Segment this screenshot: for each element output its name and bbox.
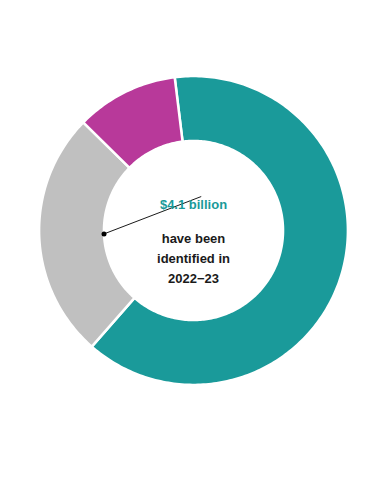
svg-text:$4.1 billion: $4.1 billion <box>160 197 227 212</box>
svg-text:have beenidentified in2022−23: have beenidentified in2022−23 <box>157 231 230 286</box>
